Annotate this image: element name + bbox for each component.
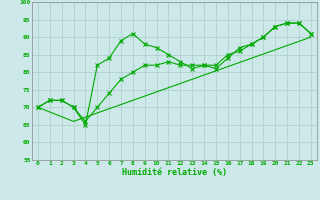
X-axis label: Humidité relative (%): Humidité relative (%) <box>122 168 227 177</box>
